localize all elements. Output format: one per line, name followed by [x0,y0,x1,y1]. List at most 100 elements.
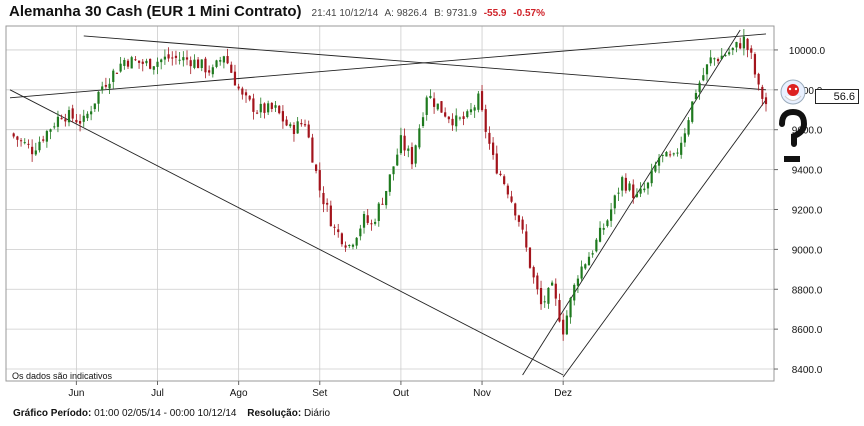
candle-body [554,283,557,299]
candle-body [42,139,45,141]
candle-body [351,244,355,247]
candle-body [632,184,635,199]
candle-body [112,70,115,82]
candle-body [318,170,321,191]
candle-body [602,228,605,230]
candle-body [499,173,502,176]
candle-body [208,70,211,73]
candle-body [373,221,377,224]
candle-body [654,165,657,172]
candle-body [558,299,561,322]
candle-body [67,110,71,123]
candle-body [101,86,104,90]
candle-body [728,52,731,55]
candle-body [536,275,539,290]
candle-body [650,170,653,184]
candle-body [584,264,587,269]
candle-body [45,131,48,142]
candle-body [230,64,233,73]
candle-body [410,147,414,165]
candle-body [720,55,723,60]
candle-body [753,54,757,75]
candle-body [432,98,436,107]
candle-body [639,188,642,194]
candle-body [429,95,432,98]
candle-body [455,115,458,127]
candle-body [539,288,543,305]
y-tick-label: 9200.0 [792,205,823,216]
candle-body [573,284,576,301]
candle-body [149,58,152,69]
chart-header: Alemanha 30 Cash (EUR 1 Mini Contrato) 2… [9,3,549,25]
candle-body [713,58,716,60]
candle-body [517,215,521,222]
candle-body [163,56,166,60]
candle-body [134,59,137,61]
candle-body [643,188,646,191]
candle-body [366,215,369,223]
ask-price: A: 9826.4 [384,8,428,19]
candle-body [503,176,506,185]
candle-body [160,59,163,63]
candle-body [724,55,727,57]
candle-body [418,128,421,148]
candle-body [750,48,753,53]
x-axis-ticks: Jun Jul Ago Set Out Nov Dez [68,381,572,399]
candle-body [244,92,248,96]
y-tick-label: 9800.0 [792,86,823,97]
candle-body [440,101,443,113]
candle-body [123,59,126,66]
candle-body [757,73,760,85]
candle-body [617,192,620,194]
candle-body [119,63,122,72]
candle-body [587,256,591,266]
candle-body [167,54,170,59]
plot-frame [5,25,775,382]
candle-body [680,142,683,155]
candle-body [495,153,498,174]
candle-body [595,239,598,252]
x-tick-label: Ago [230,388,248,399]
candle-body [742,36,745,49]
candle-body [270,102,273,109]
candle-body [178,59,181,61]
candle-body [27,143,30,145]
candle-body [141,61,144,64]
candle-body [532,267,535,278]
candle-body [510,196,513,202]
candle-body [348,244,351,246]
candle-body [484,109,487,132]
candle-body [469,109,473,113]
candle-body [436,103,439,110]
candle-body [403,135,406,151]
candle-body [646,182,650,189]
candle-body [683,133,686,143]
candle-body [278,105,281,114]
candle-body [731,47,734,51]
candle-body [628,183,631,191]
candle-body [333,226,336,228]
candle-body [185,57,189,60]
grid-lines [6,26,774,381]
candle-body [255,112,259,114]
candle-body [370,223,373,225]
candle-body [385,190,388,206]
candlesticks [12,29,768,341]
price-change-pct: -0.57% [513,8,545,19]
candle-body [285,119,288,126]
candle-body [551,282,554,286]
candle-body [314,164,318,171]
candle-body [606,220,609,226]
trendline-upper-down [83,35,767,91]
period-label: Gráfico Período: [13,408,92,419]
candle-body [204,58,207,73]
candle-body [735,41,738,48]
candle-body [698,82,701,92]
candle-body [219,60,222,62]
x-tick-label: Out [393,388,409,399]
candle-body [86,113,89,119]
candle-body [130,57,133,69]
candle-body [115,72,119,74]
candle-body [514,203,517,216]
x-tick-label: Set [312,388,327,399]
